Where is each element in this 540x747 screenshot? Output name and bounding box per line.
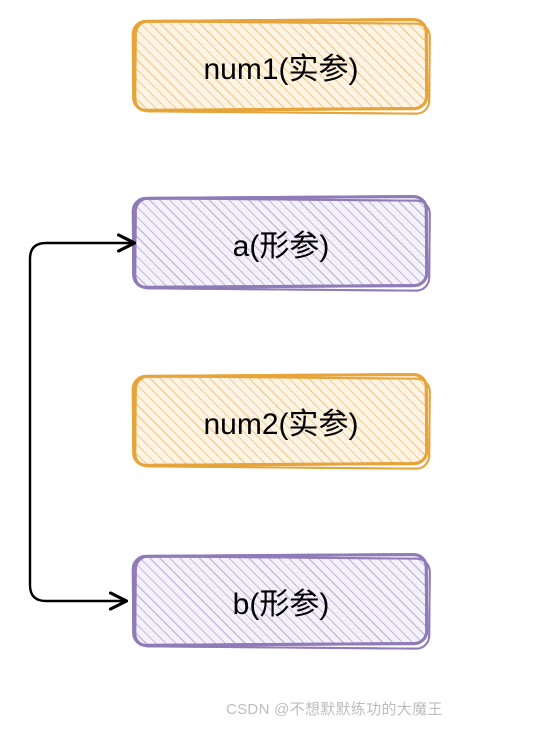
node-label: a(形参) [233, 221, 330, 265]
node-label: num2(实参) [203, 399, 358, 443]
node-a: a(形参) [133, 197, 429, 289]
node-b: b(形参) [133, 555, 429, 647]
edge-a_left-b_left [30, 243, 133, 601]
node-num1: num1(实参) [133, 20, 429, 112]
node-label: num1(实参) [203, 44, 358, 88]
watermark-text: CSDN @不想默默练功的大魔王 [226, 698, 443, 719]
node-label: b(形参) [233, 579, 330, 623]
node-num2: num2(实参) [133, 375, 429, 467]
diagram-canvas: num1(实参) a(形参) num2(实参) b(形参) CSDN @不想默默练功的… [0, 0, 540, 747]
